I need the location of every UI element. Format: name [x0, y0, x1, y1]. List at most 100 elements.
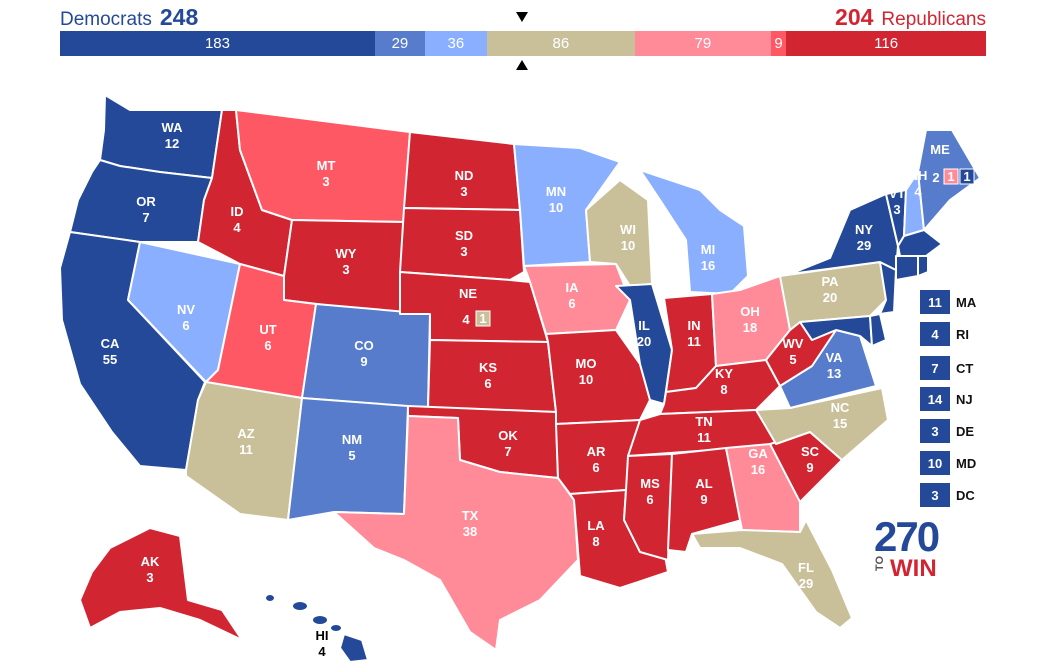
state-ev-FL: 29 — [799, 576, 813, 591]
state-ev-NC: 15 — [833, 416, 847, 431]
legend-row-MD[interactable]: 10 MD — [920, 451, 976, 475]
bar-segment-lean-dem[interactable]: 36 — [424, 31, 487, 56]
republicans-label: Republicans — [881, 9, 986, 30]
state-label-CO: CO — [354, 338, 374, 353]
state-ev-HI: 4 — [318, 644, 326, 659]
270towin-logo[interactable]: 270 TO WIN — [872, 516, 952, 584]
state-ev-SD: 3 — [460, 244, 467, 259]
state-label-AL: AL — [695, 476, 712, 491]
state-RI[interactable] — [917, 255, 929, 277]
ne-district-box[interactable] — [475, 310, 491, 327]
state-label-VA: VA — [825, 350, 843, 365]
state-ev-AR: 6 — [592, 460, 599, 475]
legend-name-NJ: NJ — [956, 391, 973, 407]
legend-name-RI: RI — [956, 326, 969, 342]
state-KS[interactable] — [427, 339, 557, 413]
state-ev-NY: 29 — [857, 238, 871, 253]
legend-row-DE[interactable]: 3 DE — [920, 419, 974, 443]
legend-name-MD: MD — [956, 455, 977, 471]
state-ev-MT: 3 — [322, 174, 329, 189]
state-ev-WV: 5 — [789, 352, 796, 367]
legend-name-DE: DE — [956, 423, 975, 439]
state-ev-KY: 8 — [720, 382, 727, 397]
state-label-WA: WA — [162, 120, 184, 135]
state-AK[interactable] — [79, 527, 243, 641]
state-ev-VT: 3 — [893, 202, 900, 217]
state-ev-GA: 16 — [751, 462, 765, 477]
bar-segment-safe-rep[interactable]: 116 — [786, 31, 986, 56]
state-NY[interactable] — [789, 193, 899, 275]
legend-row-DC[interactable]: 3 DC — [920, 483, 975, 507]
state-label-MT: MT — [317, 158, 336, 173]
state-label-UT: UT — [259, 322, 276, 337]
legend-ev-DE: 3 — [920, 419, 950, 443]
legend-ev-MD: 10 — [920, 451, 950, 475]
bar-segment-tossup[interactable]: 86 — [486, 31, 635, 56]
state-label-GA: GA — [748, 446, 768, 461]
state-HI[interactable] — [264, 593, 369, 663]
state-ev-SC: 9 — [806, 460, 813, 475]
state-label-KY: KY — [715, 366, 733, 381]
state-ev-AZ: 11 — [239, 442, 253, 457]
bar-segment-safe-dem[interactable]: 183 — [60, 31, 375, 56]
state-label-MN: MN — [546, 184, 566, 199]
midpoint-up-arrow-icon — [516, 60, 528, 70]
state-MO[interactable] — [545, 329, 651, 425]
state-ev-AL: 9 — [700, 492, 707, 507]
state-ev-NV: 6 — [182, 318, 189, 333]
state-CT[interactable] — [895, 255, 919, 281]
state-label-NH: NH — [909, 168, 928, 183]
state-ev-NH: 4 — [914, 184, 922, 199]
me-district2-ev: 1 — [947, 169, 954, 184]
state-label-TX: TX — [462, 508, 479, 523]
state-label-OH: OH — [740, 304, 760, 319]
legend-ev-MA: 11 — [920, 290, 950, 314]
bar-segment-likely-rep[interactable]: 9 — [770, 31, 787, 56]
state-TX[interactable] — [333, 415, 579, 651]
state-label-NE: NE — [459, 286, 477, 301]
state-ev-WI: 10 — [621, 238, 635, 253]
state-ev-ND: 3 — [460, 184, 467, 199]
state-label-AK: AK — [141, 554, 160, 569]
state-label-SD: SD — [455, 228, 473, 243]
bar-segment-lean-rep[interactable]: 79 — [634, 31, 771, 56]
state-ev-IL: 20 — [637, 334, 651, 349]
state-ev-TN: 11 — [697, 430, 711, 445]
legend-ev-DC: 3 — [920, 483, 950, 507]
bar-segment-likely-dem[interactable]: 29 — [374, 31, 425, 56]
state-SD[interactable] — [399, 207, 525, 281]
state-ev-CO: 9 — [360, 354, 367, 369]
ne-district-ev: 1 — [479, 311, 486, 326]
state-label-WI: WI — [620, 222, 636, 237]
midpoint-down-arrow-icon — [516, 12, 528, 22]
state-ev-OK: 7 — [504, 444, 511, 459]
legend-row-CT[interactable]: 7 CT — [920, 356, 973, 380]
state-label-SC: SC — [801, 444, 820, 459]
me-district1-box[interactable] — [959, 168, 975, 185]
democrats-label: Democrats — [60, 9, 152, 30]
state-ev-KS: 6 — [484, 376, 491, 391]
state-label-NM: NM — [342, 432, 362, 447]
state-IL[interactable] — [615, 283, 673, 405]
state-ev-VA: 13 — [827, 366, 841, 381]
legend-row-RI[interactable]: 4 RI — [920, 322, 969, 346]
state-label-AR: AR — [587, 444, 606, 459]
state-label-IL: IL — [638, 318, 650, 333]
state-ev-IA: 6 — [568, 296, 575, 311]
state-label-VT: VT — [889, 186, 906, 201]
state-label-IA: IA — [566, 280, 580, 295]
state-label-OK: OK — [498, 428, 518, 443]
legend-name-MA: MA — [956, 294, 977, 310]
state-label-HI: HI — [316, 628, 329, 643]
state-DE[interactable] — [869, 313, 887, 347]
state-label-IN: IN — [688, 318, 701, 333]
state-ev-TX: 38 — [463, 524, 477, 539]
state-FL[interactable] — [691, 519, 853, 629]
state-label-WV: WV — [783, 336, 804, 351]
legend-row-NJ[interactable]: 14 NJ — [920, 387, 973, 411]
legend-row-MA[interactable]: 11 MA — [920, 290, 976, 314]
state-MI[interactable] — [639, 169, 749, 295]
me-district2-box[interactable] — [943, 168, 959, 185]
state-ev-ME: 2 — [932, 170, 939, 185]
state-ev-OR: 7 — [142, 210, 149, 225]
